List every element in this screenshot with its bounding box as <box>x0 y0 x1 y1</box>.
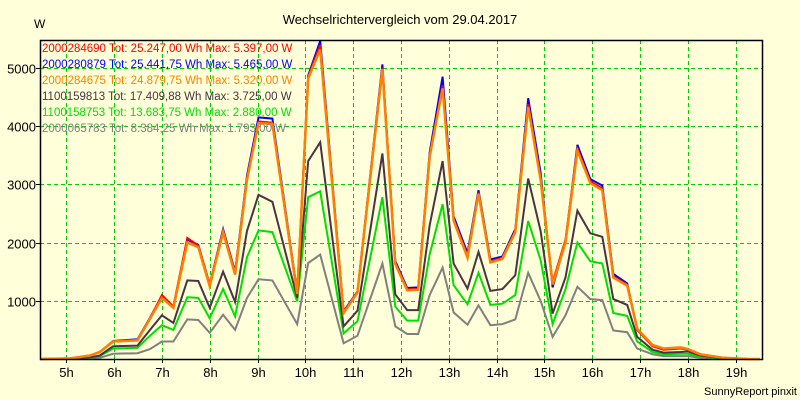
x-tick-label: 19h <box>726 365 748 380</box>
series-lines <box>40 40 760 361</box>
x-tick-label: 5h <box>59 365 73 380</box>
axis-ticks: 5h 6h 7h 8h 9h 10h 11h 12h 13h 14h 15h 16h 17h 18h 19h… <box>7 62 747 381</box>
x-tick-label: 11h <box>343 365 364 380</box>
x-tick-label: 18h <box>678 365 700 380</box>
x-tick-label: 15h <box>534 365 556 380</box>
y-tick-label: 4000 <box>7 120 36 135</box>
legend-entry-2000284690: 2000284690 Tot: 25.247,00 Wh Max: 5.397,… <box>42 43 293 55</box>
legend: 2000284690 Tot: 25.247,00 Wh Max: 5.397,… <box>42 43 293 135</box>
legend-entry-2000284675: 2000284675 Tot: 24.879,75 Wh Max: 5.320,… <box>42 75 293 87</box>
legend-entry-2000280879: 2000280879 Tot: 25.441,75 Wh Max: 5.465,… <box>42 59 293 71</box>
x-tick-label: 7h <box>155 365 169 380</box>
y-axis-unit-label: W <box>34 17 46 31</box>
grid <box>40 40 762 359</box>
series-line-1100158753 <box>40 189 760 360</box>
y-tick-label: 1000 <box>7 295 36 310</box>
x-tick-label: 8h <box>203 365 217 380</box>
legend-entry-1100158753: 1100158753 Tot: 13.683,75 Wh Max: 2.880,… <box>42 107 292 119</box>
x-tick-label: 12h <box>391 365 413 380</box>
legend-entry-2000065783: 2000065783 Tot: 8.384,25 Wh Max: 1.793,0… <box>42 123 286 135</box>
x-tick-label: 10h <box>295 365 317 380</box>
x-tick-label: 16h <box>582 365 604 380</box>
y-tick-label: 3000 <box>7 178 36 193</box>
x-tick-label: 14h <box>487 365 509 380</box>
x-tick-label: 17h <box>630 365 652 380</box>
y-tick-label: 2000 <box>7 237 36 252</box>
y-tick-label: 5000 <box>7 62 36 77</box>
footer-credit: SunnyReport pinxit <box>704 386 797 398</box>
series-line-2000284675 <box>40 48 760 361</box>
x-tick-label: 9h <box>251 365 265 380</box>
series-line-2000065783 <box>40 252 760 360</box>
plot-border <box>39 39 764 361</box>
chart-title: Wechselrichtervergleich vom 29.04.2017 <box>283 12 518 27</box>
x-tick-label: 6h <box>107 365 121 380</box>
x-tick-label: 13h <box>439 365 461 380</box>
series-line-1100159813 <box>40 139 760 360</box>
legend-entry-1100159813: 1100159813 Tot: 17.409,88 Wh Max: 3.725,… <box>42 91 292 103</box>
